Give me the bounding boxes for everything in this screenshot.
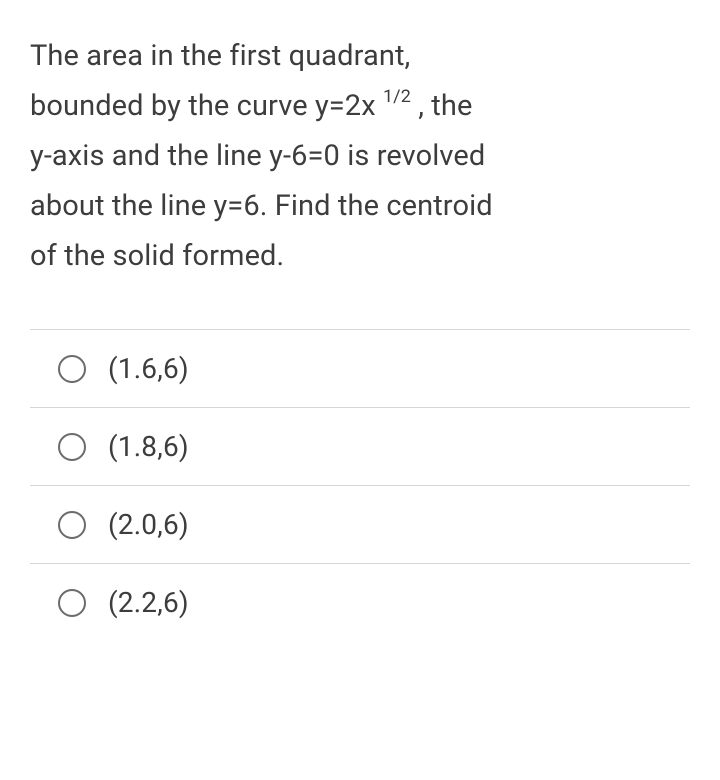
question-part: y-axis and the line y-6=0 is revolved [30, 139, 485, 173]
option-label: (2.0,6) [108, 508, 189, 541]
option-label: (1.8,6) [108, 430, 189, 463]
option-label: (1.6,6) [108, 352, 189, 385]
question-part: The area in the first quadrant, [30, 39, 410, 73]
option-row[interactable]: (2.2,6) [30, 563, 690, 641]
radio-icon[interactable] [58, 355, 86, 383]
question-text: The area in the first quadrant, bounded … [30, 32, 690, 281]
radio-icon[interactable] [58, 511, 86, 539]
radio-icon[interactable] [58, 433, 86, 461]
option-row[interactable]: (2.0,6) [30, 485, 690, 563]
question-exponent: 1/2 [383, 86, 411, 107]
question-part: bounded by the curve y=2x [30, 89, 383, 123]
option-row[interactable]: (1.8,6) [30, 407, 690, 485]
question-part: of the solid formed. [30, 239, 284, 273]
question-part: about the line y=6. Find the centroid [30, 189, 493, 223]
radio-icon[interactable] [58, 589, 86, 617]
options-list: (1.6,6) (1.8,6) (2.0,6) (2.2,6) [30, 329, 690, 641]
option-row[interactable]: (1.6,6) [30, 329, 690, 407]
question-part: , the [411, 89, 473, 123]
option-label: (2.2,6) [108, 586, 189, 619]
